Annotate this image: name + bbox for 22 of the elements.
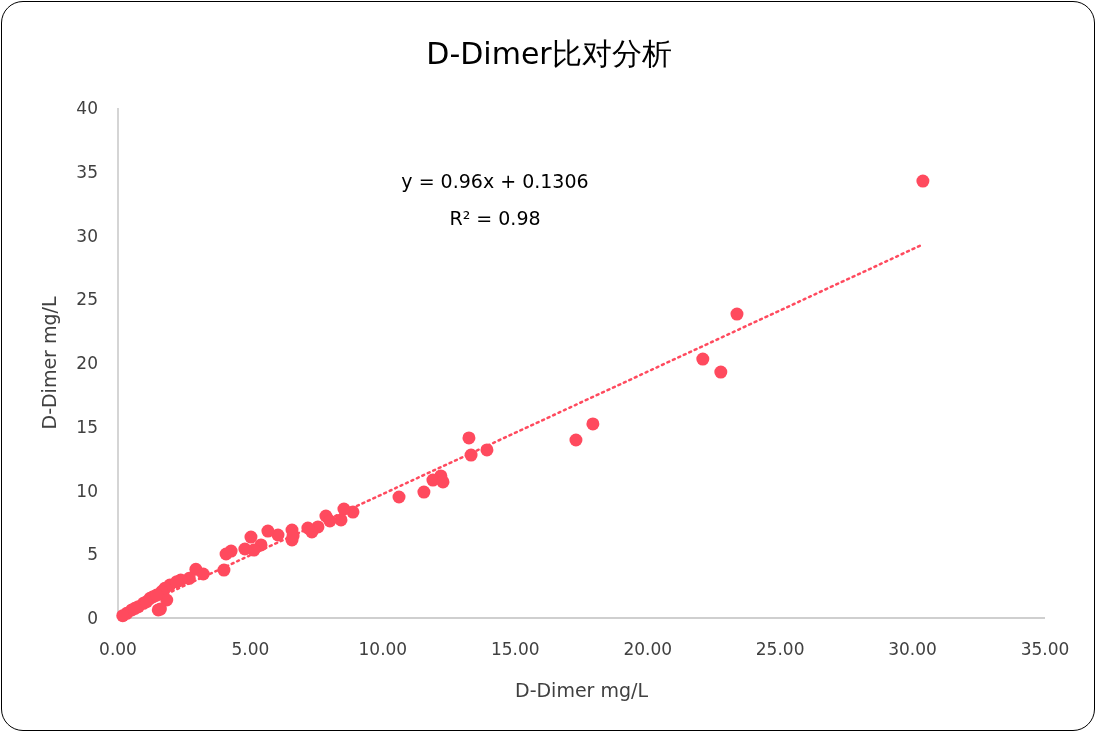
- x-tick-label: 25.00: [755, 639, 805, 659]
- y-tick-label: 0: [87, 608, 98, 628]
- annotation: R² = 0.98: [449, 207, 541, 229]
- y-tick-label: 35: [76, 161, 98, 182]
- y-axis-title: D-Dimer mg/L: [38, 296, 60, 430]
- y-tick-label: 40: [76, 98, 98, 118]
- x-axis-title: D-Dimer mg/L: [515, 679, 649, 701]
- annotation: y = 0.96x + 0.1306: [401, 170, 589, 192]
- x-tick-label: 5.00: [231, 639, 270, 659]
- y-tick-label: 15: [76, 416, 98, 437]
- y-tick-label: 10: [76, 480, 98, 501]
- x-tick-label: 35.00: [1020, 639, 1070, 659]
- y-tick-label: 20: [76, 353, 98, 373]
- x-tick-label: 30.00: [888, 639, 937, 659]
- x-tick-label: 0.00: [99, 639, 137, 659]
- x-tick-label: 15.00: [490, 639, 540, 659]
- y-tick-label: 30: [76, 225, 98, 246]
- x-tick-label: 20.00: [623, 639, 673, 659]
- chart-title: D-Dimer比对分析: [426, 36, 672, 71]
- x-tick-label: 10.00: [358, 639, 408, 659]
- y-tick-label: 25: [76, 289, 98, 310]
- y-tick-label: 5: [87, 544, 98, 565]
